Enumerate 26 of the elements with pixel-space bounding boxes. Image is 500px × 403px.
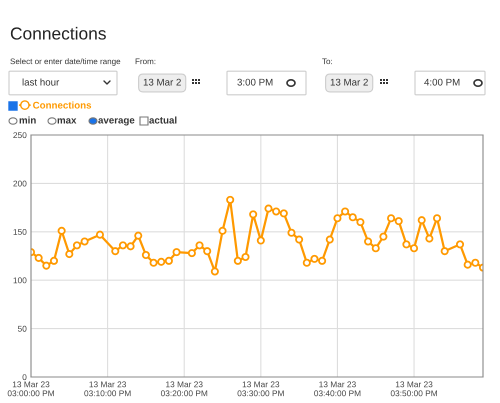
y-tick-label: 100 [14,277,27,284]
y-tick-label: 200 [13,180,27,186]
text: To: [322,58,332,64]
text: 13 Mar 2 [330,78,368,86]
y-tick-label: 150 [14,229,27,235]
x-tick-label: 13 Mar 23 03:20:00 PM [160,381,208,396]
y-tick-label: 50 [18,326,27,332]
text: average [98,118,134,126]
text: 4:00 PM [424,78,460,86]
x-tick-label: 13 Mar 23 03:00:00 PM [8,381,54,396]
text: From: [136,58,156,64]
text: min [20,116,36,124]
x-tick-label: 13 Mar 23 03:10:00 PM [84,381,131,396]
text: last hour [22,78,60,86]
text: 3:00 PM [237,78,272,86]
text: Select or enter date/time range [10,58,120,66]
text: 13 Mar 2 [144,78,181,86]
x-tick-label: 13 Mar 23 03:50:00 PM [390,381,437,396]
chart-title: Connections [10,26,106,40]
x-tick-label: 13 Mar 23 03:30:00 PM [238,381,284,396]
y-tick-label: 250 [13,132,27,138]
text: max [58,118,76,124]
text: actual [149,116,176,124]
x-tick-label: 13 Mar 23 03:40:00 PM [314,381,360,396]
legend-label: Connections [33,101,92,109]
y-tick-label: 0 [22,374,27,380]
